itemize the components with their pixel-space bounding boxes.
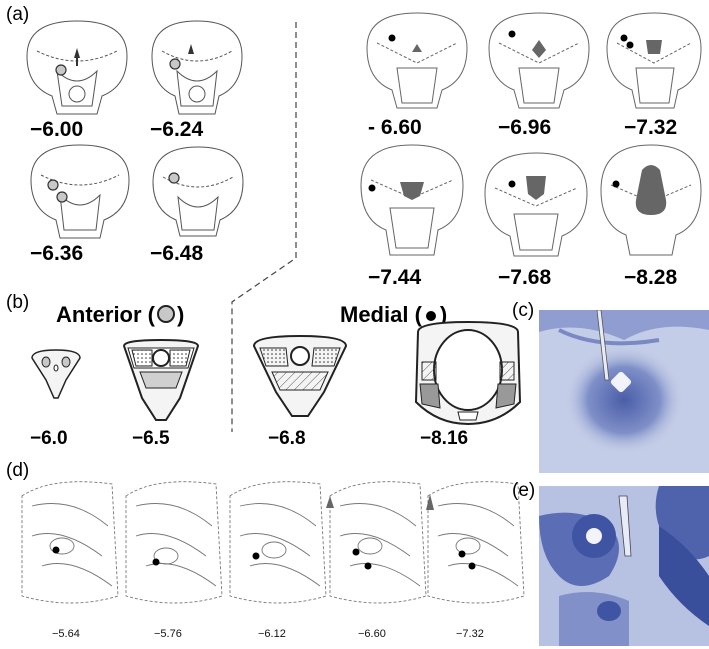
coord-a-10: −8.28 [624, 266, 678, 289]
panel-c-label: (c) [512, 300, 535, 321]
anterior-title-text: Anterior ( [56, 302, 155, 327]
coord-b-1: −6.0 [30, 428, 68, 449]
section-a-744 [360, 144, 464, 256]
panel-a-label: (a) [6, 4, 30, 25]
coord-a-8: −7.44 [368, 266, 422, 289]
coord-d-3: −6.12 [258, 628, 286, 640]
medial-title: Medial () [340, 302, 447, 328]
medial-title-text: Medial ( [340, 302, 422, 327]
histology-photo-e [539, 486, 709, 646]
coord-d-2: −5.76 [154, 628, 182, 640]
section-a-696 [488, 12, 590, 109]
medial-marker [52, 546, 60, 554]
section-a-768 [484, 152, 588, 257]
coord-b-2: −6.5 [132, 428, 170, 449]
coord-a-3: −6.36 [30, 242, 84, 265]
coord-b-3: −6.8 [268, 428, 306, 449]
coord-d-4: −6.60 [358, 628, 386, 640]
coord-a-5: - 6.60 [368, 116, 422, 139]
coord-b-4: −8.16 [420, 428, 469, 449]
medial-marker [364, 562, 372, 570]
section-a-624 [151, 20, 243, 115]
coord-a-7: −7.32 [624, 116, 678, 139]
medial-legend-icon [425, 311, 436, 321]
coord-a-1: −6.00 [30, 118, 84, 141]
coord-a-2: −6.24 [150, 118, 204, 141]
coord-d-5: −7.32 [456, 628, 484, 640]
panel-e-label: (e) [512, 480, 536, 501]
schematic-b-60 [31, 349, 81, 399]
medial-marker [152, 558, 160, 566]
schematic-b-65 [122, 338, 200, 421]
anterior-legend-icon [157, 305, 175, 323]
coord-d-1: −5.64 [52, 628, 80, 640]
panel-d-label: (d) [6, 460, 30, 481]
section-a-648 [152, 146, 244, 237]
section-a-600 [26, 20, 128, 115]
medial-marker [468, 562, 476, 570]
medial-marker [252, 552, 260, 560]
panel-b-label: (b) [6, 292, 30, 313]
medial-title-close: ) [439, 302, 448, 327]
coord-a-4: −6.48 [150, 242, 204, 265]
medial-marker [458, 550, 466, 558]
section-a-636 [30, 144, 130, 239]
coord-a-9: −7.68 [498, 266, 552, 289]
section-a-732 [606, 12, 702, 109]
section-a-660 [366, 12, 468, 109]
coord-a-6: −6.96 [498, 116, 552, 139]
schematic-b-68 [252, 334, 348, 417]
histology-photo-c [539, 310, 709, 473]
sagittal-sections-d [21, 481, 525, 604]
section-a-828 [600, 144, 702, 256]
schematic-b-816 [414, 320, 522, 426]
medial-marker [352, 548, 360, 556]
anterior-title: Anterior () [56, 302, 184, 328]
anterior-title-close: ) [177, 302, 185, 327]
